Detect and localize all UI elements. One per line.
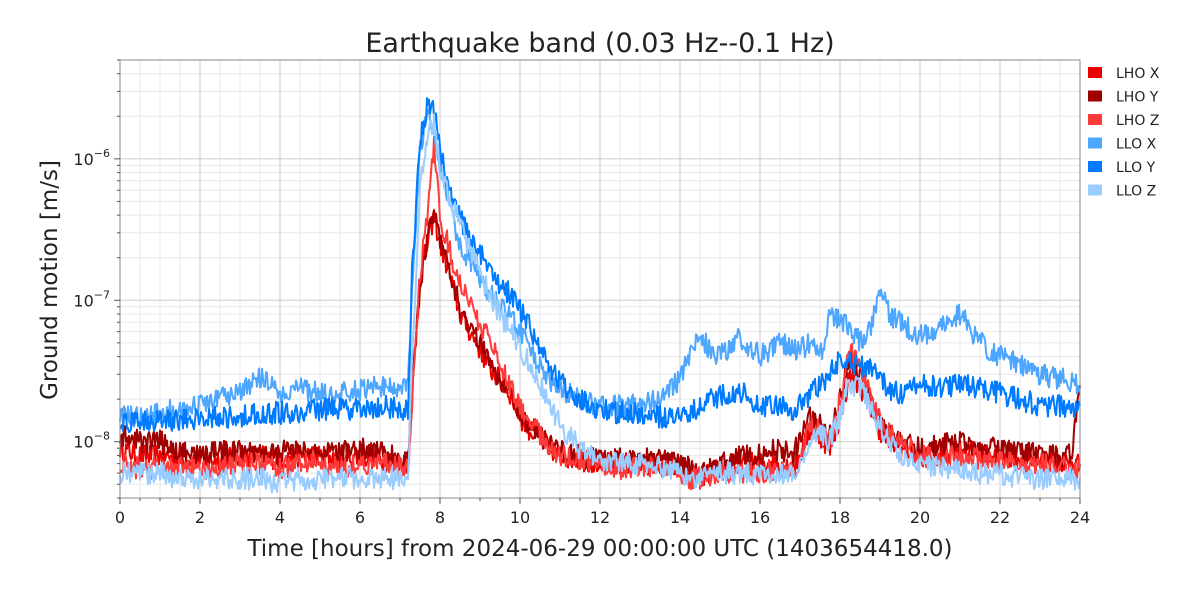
x-tick-label: 24 — [1070, 508, 1090, 527]
series-lines — [119, 97, 1081, 494]
legend: LHO X LHO Y LHO Z LLO X LLO Y LLO Z — [1088, 66, 1160, 200]
y-tick-label: 10−8 — [73, 430, 110, 452]
x-tick-label: 20 — [910, 508, 930, 527]
y-tick-label: 10−6 — [73, 147, 110, 169]
series-line-lho-z — [119, 135, 1081, 491]
y-axis-ticks: 10−8 10−7 10−6 — [73, 59, 120, 499]
x-axis-label: Time [hours] from 2024-06-29 00:00:00 UT… — [246, 536, 952, 562]
x-tick-label: 0 — [115, 508, 125, 527]
x-axis-ticks: 0 2 4 6 8 10 12 14 16 18 20 22 24 — [115, 498, 1090, 527]
legend-swatch — [1088, 90, 1102, 102]
x-tick-label: 22 — [990, 508, 1010, 527]
x-tick-label: 18 — [830, 508, 850, 527]
x-tick-label: 8 — [435, 508, 445, 527]
legend-label: LHO Z — [1116, 113, 1159, 129]
legend-label: LHO Y — [1116, 90, 1159, 106]
x-tick-label: 2 — [195, 508, 205, 527]
x-tick-label: 6 — [355, 508, 365, 527]
legend-label: LLO Z — [1116, 184, 1156, 200]
major-grid — [119, 60, 1081, 498]
legend-swatch — [1088, 114, 1102, 125]
series-line-llo-x — [119, 108, 1081, 428]
legend-label: LHO X — [1116, 66, 1160, 82]
series-line-llo-y — [119, 97, 1081, 434]
legend-swatch — [1088, 67, 1102, 78]
legend-swatch — [1088, 137, 1102, 149]
x-tick-label: 16 — [750, 508, 770, 527]
y-tick-label: 10−7 — [73, 288, 110, 310]
x-tick-label: 12 — [590, 508, 610, 527]
series-line-llo-z — [119, 113, 1081, 494]
chart-title: Earthquake band (0.03 Hz--0.1 Hz) — [365, 28, 834, 59]
y-axis-label: Ground motion [m/s] — [37, 160, 63, 400]
legend-label: LLO Y — [1116, 160, 1156, 176]
legend-swatch — [1088, 184, 1102, 196]
x-tick-label: 10 — [510, 508, 530, 527]
legend-swatch — [1088, 161, 1102, 172]
legend-label: LLO X — [1116, 137, 1157, 153]
x-tick-label: 14 — [670, 508, 690, 527]
x-tick-label: 4 — [275, 508, 285, 527]
